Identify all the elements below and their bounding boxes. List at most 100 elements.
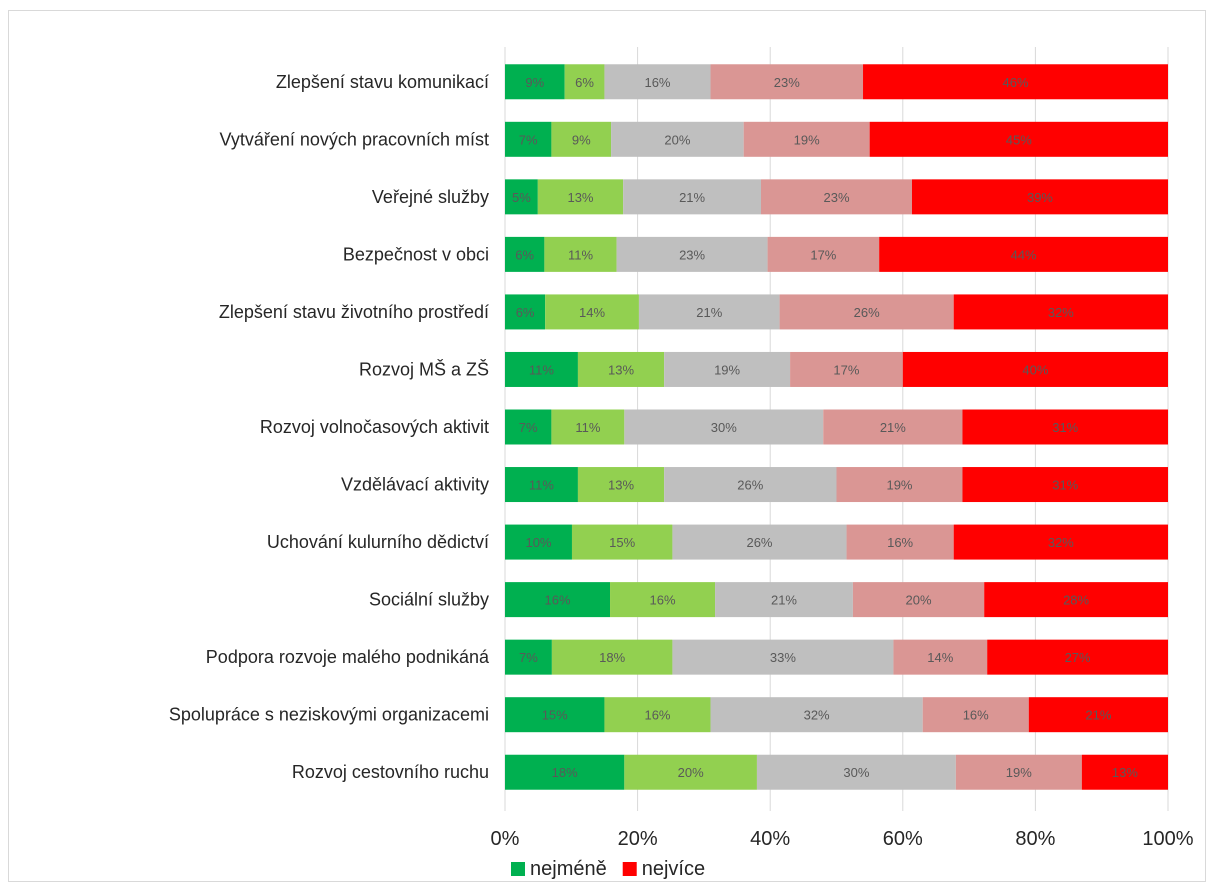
data-label: 21% [880, 420, 906, 435]
bar-segment [505, 179, 538, 215]
data-label: 19% [794, 132, 820, 147]
data-label: 30% [711, 420, 737, 435]
data-label: 16% [887, 535, 913, 550]
x-tick-label: 0% [491, 828, 520, 850]
x-tick-label: 80% [1015, 828, 1055, 850]
bar-segment [879, 236, 1168, 272]
bar-segment [505, 754, 625, 790]
category-label: Rozvoj cestovního ruchu [292, 762, 489, 782]
data-label: 7% [519, 132, 538, 147]
bar-segment [505, 524, 572, 560]
data-label: 23% [774, 75, 800, 90]
data-label: 45% [1006, 132, 1032, 147]
bar-segment [623, 179, 762, 215]
data-label: 6% [516, 305, 535, 320]
data-label: 16% [963, 708, 989, 723]
bar-segment [577, 351, 665, 387]
data-label: 13% [567, 190, 593, 205]
bar-segment [743, 121, 870, 157]
data-label: 20% [664, 132, 690, 147]
data-label: 11% [575, 420, 600, 435]
bar-segment [551, 409, 625, 445]
data-label: 23% [679, 247, 705, 262]
category-label: Rozvoj volnočasových aktivit [260, 417, 489, 437]
data-label: 19% [886, 478, 912, 493]
bar-segment [790, 351, 903, 387]
bar-segment [604, 697, 711, 733]
bar-segment [779, 294, 954, 330]
data-label: 31% [1052, 478, 1078, 493]
bar-segment [836, 467, 963, 503]
data-label: 14% [927, 650, 953, 665]
bar-segment [1028, 697, 1168, 733]
bar-segment [902, 351, 1168, 387]
data-label: 32% [1048, 535, 1074, 550]
data-label: 39% [1027, 190, 1053, 205]
data-label: 7% [519, 650, 538, 665]
bar-segment [505, 121, 552, 157]
bar-segment [611, 121, 744, 157]
legend-swatch [622, 862, 637, 876]
bar-segment [537, 179, 624, 215]
x-tick-label: 40% [750, 828, 790, 850]
bar-segment [664, 351, 791, 387]
bar-segment [571, 524, 673, 560]
data-label: 6% [575, 75, 594, 90]
bar-segment [1081, 754, 1168, 790]
data-label: 21% [1085, 708, 1111, 723]
data-label: 19% [1006, 765, 1032, 780]
data-label: 20% [906, 593, 932, 608]
data-label: 32% [804, 708, 830, 723]
bar-segment [624, 409, 824, 445]
bar-segment [672, 524, 847, 560]
data-label: 9% [525, 75, 544, 90]
chart-frame: 0% 20% 40% 60% 80% 100% Zlepšení stavu komunik… [8, 10, 1206, 882]
bar-segment [955, 754, 1082, 790]
bar-segment [610, 582, 716, 618]
data-label: 16% [644, 708, 670, 723]
bar-segment [505, 64, 565, 100]
data-label: 31% [1052, 420, 1078, 435]
bar-segment [962, 409, 1168, 445]
bar-segment [869, 121, 1168, 157]
data-label: 26% [854, 305, 880, 320]
bar-segment [551, 121, 612, 157]
x-tick-label: 20% [618, 828, 658, 850]
bar-segment [604, 64, 711, 100]
bar-segment [846, 524, 954, 560]
category-label: Veřejné služby [372, 187, 489, 207]
bar-segment [984, 582, 1168, 618]
bar-segment [664, 467, 837, 503]
data-label: 19% [714, 362, 740, 377]
data-label: 7% [519, 420, 538, 435]
data-label: 21% [771, 593, 797, 608]
bar-segment [893, 639, 988, 675]
data-label: 28% [1063, 593, 1089, 608]
bar-segment [545, 294, 639, 330]
data-label: 26% [737, 478, 763, 493]
data-label: 44% [1011, 247, 1037, 262]
category-label: Podpora rozvoje malého podnikáná [206, 647, 490, 667]
bar-segment [922, 697, 1029, 733]
bar-segment [823, 409, 963, 445]
bar-segment [715, 582, 853, 618]
legend-swatch [511, 862, 525, 876]
data-label: 11% [529, 362, 554, 377]
data-label: 33% [770, 650, 796, 665]
data-label: 21% [679, 190, 705, 205]
data-label: 18% [599, 650, 625, 665]
data-label: 23% [823, 190, 849, 205]
data-label: 30% [843, 765, 869, 780]
data-label: 16% [644, 75, 670, 90]
bar-segment [544, 236, 617, 272]
legend-label: nejvíce [642, 858, 705, 880]
bar-segment [987, 639, 1168, 675]
data-label: 11% [529, 478, 554, 493]
bar-segment [505, 409, 552, 445]
category-label: Rozvoj MŠ a ZŠ [359, 358, 489, 379]
bar-segment [551, 639, 673, 675]
x-tick-label: 60% [883, 828, 923, 850]
data-label: 11% [568, 247, 593, 262]
bar-segment [564, 64, 605, 100]
data-label: 5% [512, 190, 531, 205]
